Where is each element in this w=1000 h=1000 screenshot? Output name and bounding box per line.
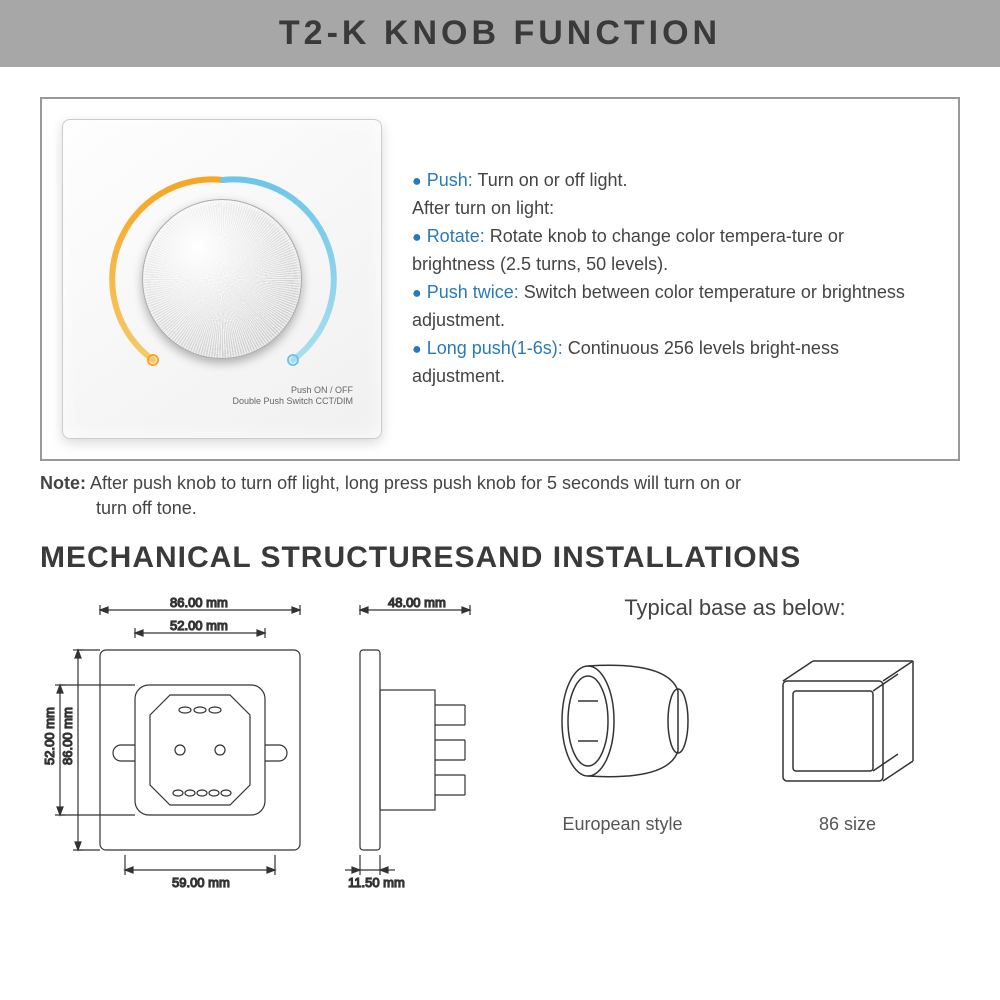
pushtwice-label: Push twice: (427, 282, 519, 302)
dim-inner-h: 52.00 mm (42, 708, 57, 766)
func-rotate: ● Rotate: Rotate knob to change color te… (412, 223, 928, 279)
push-text: Turn on or off light. (473, 170, 628, 190)
dim-face: 11.50 mm (348, 875, 405, 890)
note-line1: After push knob to turn off light, long … (86, 473, 741, 493)
func-after: After turn on light: (412, 195, 928, 223)
rotate-label: Rotate: (427, 226, 485, 246)
box86-icon (763, 641, 933, 801)
front-drawing: 86.00 mm 52.00 mm (40, 595, 320, 900)
func-push: ● Push: Turn on or off light. (412, 167, 928, 195)
func-pushtwice: ● Push twice: Switch between color tempe… (412, 279, 928, 335)
euro-base-icon (538, 641, 708, 801)
knob-panel-illustration: Push ON / OFF Double Push Switch CCT/DIM (62, 119, 382, 439)
panel-text-line1: Push ON / OFF (232, 385, 353, 397)
typical-title: Typical base as below: (510, 595, 960, 621)
box86-caption: 86 size (763, 814, 933, 835)
note-label: Note: (40, 473, 86, 493)
box86-item: 86 size (763, 641, 933, 835)
dim-inner-w: 52.00 mm (170, 618, 228, 633)
side-drawing: 48.00 mm 11.50 mm (340, 595, 490, 900)
longpush-label: Long push(1-6s): (427, 338, 563, 358)
page-title: T2-K KNOB FUNCTION (0, 14, 1000, 53)
dim-depth: 48.00 mm (388, 595, 446, 610)
panel-text-line2: Double Push Switch CCT/DIM (232, 396, 353, 408)
note-block: Note: After push knob to turn off light,… (40, 471, 960, 521)
mechanical-row: 86.00 mm 52.00 mm (40, 595, 960, 900)
function-list: ● Push: Turn on or off light. After turn… (412, 167, 928, 390)
function-box: Push ON / OFF Double Push Switch CCT/DIM… (40, 97, 960, 461)
dim-outer-h: 86.00 mm (60, 708, 75, 766)
knob-disc-icon (142, 199, 302, 359)
push-label: Push: (427, 170, 473, 190)
euro-base-item: European style (538, 641, 708, 835)
func-longpush: ● Long push(1-6s): Continuous 256 levels… (412, 335, 928, 391)
panel-small-text: Push ON / OFF Double Push Switch CCT/DIM (232, 385, 353, 408)
typical-base-column: Typical base as below: European style (510, 595, 960, 835)
dim-outer-w: 86.00 mm (170, 595, 228, 610)
section2-title: MECHANICAL STRUCTURESAND INSTALLATIONS (40, 541, 960, 575)
dim-screw: 59.00 mm (172, 875, 230, 890)
title-bar: T2-K KNOB FUNCTION (0, 0, 1000, 67)
note-line2: turn off tone. (40, 496, 960, 521)
euro-caption: European style (538, 814, 708, 835)
